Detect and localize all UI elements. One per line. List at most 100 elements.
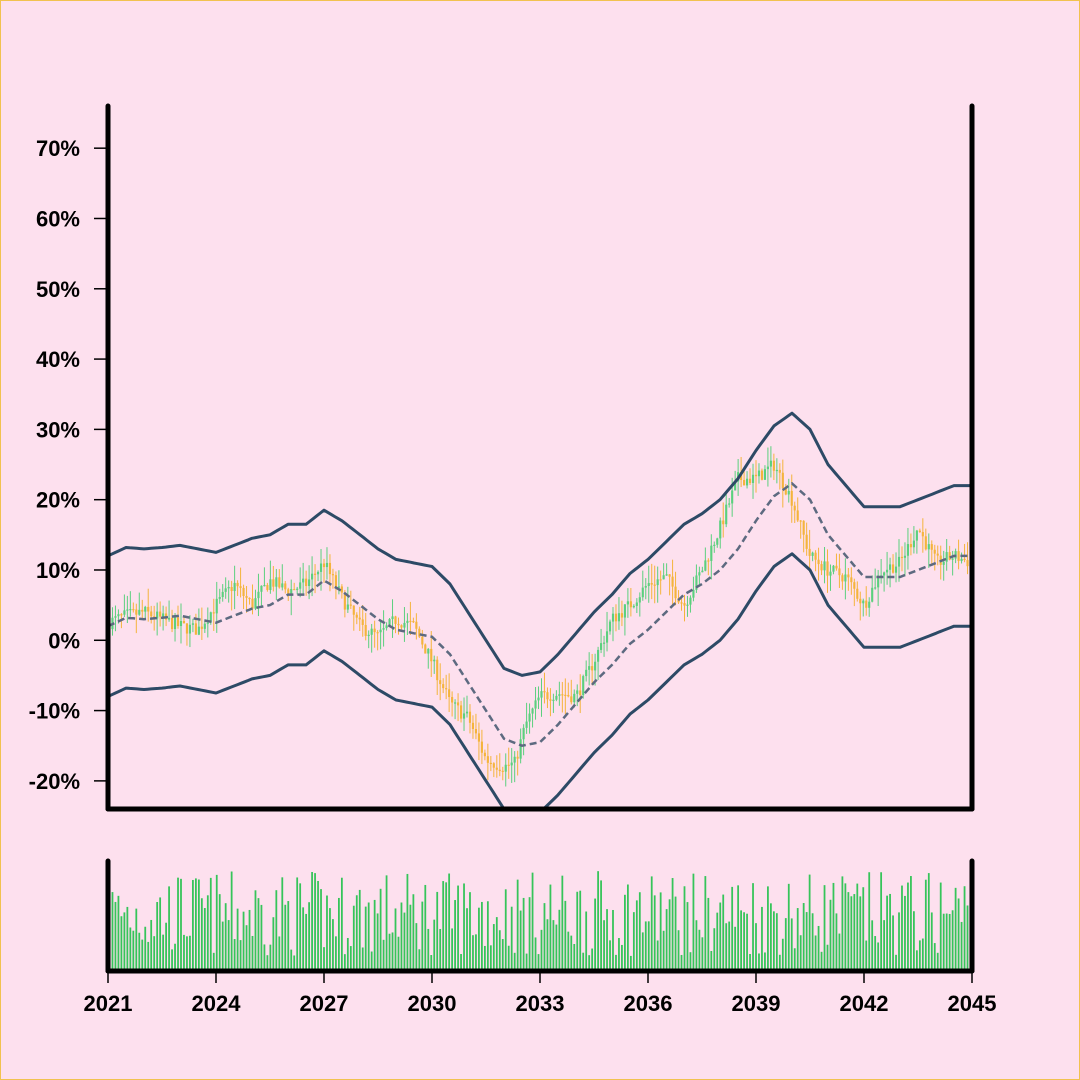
volume-bar xyxy=(895,954,897,971)
candle-body xyxy=(510,762,513,766)
volume-bar xyxy=(227,920,230,971)
volume-bar xyxy=(189,935,191,971)
candle-body xyxy=(856,588,859,599)
candle-body xyxy=(647,583,650,587)
candle-body xyxy=(790,490,793,506)
candle-body xyxy=(561,694,564,696)
volume-bar xyxy=(439,928,442,971)
candle-body xyxy=(802,520,805,535)
volume-bar xyxy=(793,948,796,971)
volume-bar xyxy=(653,895,656,971)
volume-bar xyxy=(233,939,236,971)
volume-bar xyxy=(284,904,287,971)
candle-body xyxy=(305,578,308,587)
candle-body xyxy=(468,711,472,723)
x-tick-label: 2021 xyxy=(84,991,133,1016)
volume-bar xyxy=(734,926,737,971)
candle-body xyxy=(757,470,761,477)
volume-bar xyxy=(948,913,951,971)
candle-body xyxy=(230,586,233,592)
candle-body xyxy=(194,623,197,635)
volume-bar xyxy=(501,939,504,971)
volume-bar xyxy=(549,884,552,971)
volume-bar xyxy=(844,883,847,971)
volume-bar xyxy=(239,940,242,971)
volume-bar xyxy=(811,913,814,971)
candle-body xyxy=(391,616,394,620)
candle-body xyxy=(927,544,930,550)
volume-bar xyxy=(299,883,302,971)
candle-body xyxy=(743,479,746,486)
candle-body xyxy=(540,691,543,698)
candle-body xyxy=(281,583,284,588)
volume-bar xyxy=(918,940,921,971)
candle-body xyxy=(692,589,695,598)
volume-bar xyxy=(323,947,325,971)
candle-body xyxy=(272,579,275,587)
volume-bar xyxy=(203,908,206,971)
volume-bar xyxy=(251,935,254,971)
volume-bar xyxy=(254,890,257,971)
volume-bar xyxy=(186,936,188,971)
candle-body xyxy=(248,597,251,600)
volume-bar xyxy=(200,898,203,971)
candle-body xyxy=(269,579,272,590)
candle-body xyxy=(308,579,311,587)
candle-body xyxy=(373,628,376,633)
volume-bar xyxy=(904,895,906,971)
x-tick-label: 2027 xyxy=(300,991,349,1016)
volume-bar xyxy=(862,887,865,971)
candle-body xyxy=(826,561,829,576)
candle-body xyxy=(829,571,832,576)
volume-bar xyxy=(561,875,564,971)
volume-bar xyxy=(382,939,385,971)
volume-bar xyxy=(513,952,516,971)
volume-bar xyxy=(805,912,808,971)
candle-body xyxy=(552,699,555,701)
volume-bar xyxy=(457,885,459,971)
volume-bar xyxy=(379,888,382,971)
volume-bar xyxy=(555,924,558,971)
volume-bar xyxy=(728,921,731,971)
y-tick-label: 20% xyxy=(36,488,80,513)
candle-body xyxy=(489,762,492,765)
volume-bar xyxy=(889,893,891,971)
volume-bar xyxy=(340,877,343,971)
volume-bar xyxy=(781,938,784,971)
volume-bar xyxy=(266,955,269,971)
volume-bar xyxy=(784,918,787,971)
volume-bar xyxy=(761,906,763,971)
volume-bar xyxy=(585,911,588,971)
candle-body xyxy=(126,609,129,611)
volume-bar xyxy=(147,941,150,971)
volume-bar xyxy=(376,913,379,971)
candle-body xyxy=(412,621,415,623)
volume-bar xyxy=(799,935,802,971)
y-tick-label: 70% xyxy=(36,136,80,161)
candle-body xyxy=(319,563,323,572)
candle-body xyxy=(707,560,710,562)
candle-body xyxy=(626,601,629,605)
candle-body xyxy=(951,558,954,560)
candle-body xyxy=(150,611,153,617)
candle-body xyxy=(835,565,838,569)
volume-bar xyxy=(841,876,844,971)
candle-body xyxy=(650,583,653,585)
candle-body xyxy=(254,598,257,609)
x-tick-label: 2033 xyxy=(516,991,565,1016)
candle-body xyxy=(421,636,424,645)
candle-body xyxy=(850,577,853,583)
volume-bar xyxy=(772,911,775,971)
candle-body xyxy=(862,600,865,604)
volume-bar xyxy=(272,917,275,971)
volume-bar xyxy=(644,921,647,971)
candle-body xyxy=(197,626,200,635)
volume-bar xyxy=(826,944,829,971)
volume-bar xyxy=(114,901,117,971)
volume-bar xyxy=(758,953,760,971)
candle-body xyxy=(656,579,659,586)
volume-bar xyxy=(898,912,900,971)
volume-bar xyxy=(174,943,176,971)
candle-body xyxy=(894,566,898,573)
candle-body xyxy=(331,574,335,576)
